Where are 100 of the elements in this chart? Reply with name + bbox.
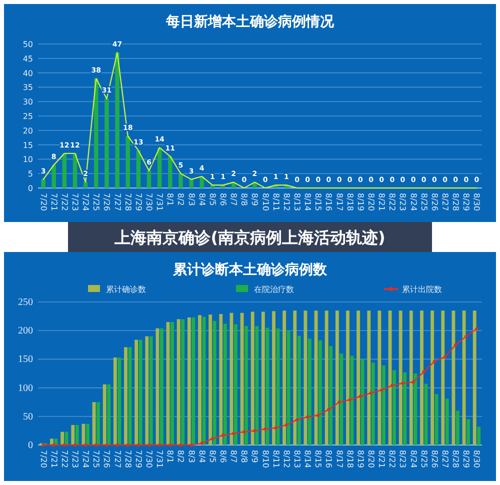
x-tick-label: 8/30: [472, 193, 482, 211]
bar: [230, 312, 234, 445]
point: [338, 400, 341, 404]
point: [464, 334, 468, 338]
text: 上海南京确诊(南京病例上海活动轨迹): [114, 228, 386, 247]
point: [158, 443, 162, 447]
bar: [83, 182, 88, 188]
bar: [308, 338, 312, 445]
bar: [477, 426, 481, 445]
point: [390, 384, 394, 388]
bar: [146, 170, 152, 188]
x-tick-label: 7/23: [70, 193, 80, 211]
x-tick-label: 8/27: [440, 193, 450, 211]
bar: [136, 150, 141, 188]
x-tick-label: 7/21: [49, 193, 58, 211]
x-tick-label: 8/25: [419, 450, 428, 468]
y-tick-label: 200: [18, 326, 33, 337]
x-tick-label: 8/24: [408, 450, 418, 468]
point: [210, 437, 214, 440]
bar: [124, 347, 128, 445]
point: [412, 380, 415, 384]
x-tick-label: 8/28: [451, 193, 460, 211]
bar: [219, 314, 223, 445]
y-tick-label: 0: [28, 440, 33, 451]
bar: [160, 328, 164, 445]
y-tick-label: 45: [22, 54, 33, 64]
x-tick-label: 7/29: [134, 193, 143, 211]
x-tick-label: 8/21: [377, 450, 386, 468]
bar: [329, 346, 333, 445]
point: [358, 394, 362, 398]
point: [306, 415, 310, 419]
y-tick-label: 40: [22, 68, 33, 78]
point: [168, 443, 172, 447]
x-tick-label: 8/13: [292, 193, 302, 211]
point: [179, 443, 182, 447]
point: [454, 343, 458, 346]
bar: [64, 432, 68, 445]
x-tick-label: 8/26: [430, 450, 439, 468]
bar: [138, 340, 142, 445]
y-tick-label: 100: [18, 382, 33, 394]
bar: [102, 384, 106, 445]
x-tick-label: 8/1: [166, 193, 175, 206]
bar: [409, 310, 413, 445]
bar: [430, 310, 434, 445]
bar: [356, 310, 360, 445]
bar: [244, 326, 248, 445]
bar: [170, 322, 174, 445]
x-tick-label: 8/2: [176, 450, 186, 463]
bar: [445, 398, 449, 445]
point: [126, 443, 130, 447]
bar: [255, 326, 259, 445]
x-tick-label: 8/11: [271, 193, 280, 211]
x-tick-label: 8/30: [472, 450, 482, 468]
bar: [41, 179, 46, 188]
point: [475, 327, 478, 330]
x-tick-label: 8/12: [282, 193, 291, 211]
bar: [60, 432, 64, 445]
bar: [115, 52, 120, 188]
point: [105, 443, 108, 447]
x-tick-label: 7/31: [155, 450, 164, 468]
x-tick-label: 7/24: [81, 193, 90, 211]
point: [200, 442, 204, 445]
y-tick-label: 0: [28, 184, 33, 193]
bar: [118, 357, 122, 445]
x-tick-label: 8/7: [229, 450, 238, 463]
x-tick-label: 7/30: [144, 450, 154, 468]
bar: [297, 336, 301, 445]
point: [432, 360, 436, 364]
bar: [382, 365, 386, 445]
x-tick-label: 7/26: [102, 450, 112, 468]
x-tick-label: 8/20: [366, 193, 376, 211]
bar: [452, 310, 456, 445]
point: [253, 429, 256, 432]
x-tick-label: 8/6: [218, 450, 228, 463]
x-tick-label: 8/9: [250, 450, 260, 463]
y-tick-label: 25: [22, 112, 33, 121]
point: [327, 408, 330, 412]
x-tick-label: 8/17: [334, 450, 344, 468]
x-tick-label: 7/27: [112, 193, 122, 211]
y-tick-label: 35: [22, 83, 33, 92]
bar: [360, 359, 364, 445]
x-tick-label: 8/14: [303, 193, 312, 211]
x-tick-label: 8/12: [282, 450, 291, 468]
bar: [304, 310, 308, 445]
x-tick-label: 8/1: [166, 450, 175, 463]
x-tick-label: 7/23: [70, 450, 80, 468]
bar: [62, 153, 67, 188]
y-tick-label: 150: [18, 354, 33, 366]
bar: [378, 310, 382, 445]
x-tick-label: 8/4: [197, 450, 206, 463]
y-tick-label: 20: [22, 126, 33, 136]
x-tick-label: 8/22: [388, 450, 397, 468]
x-tick-label: 8/10: [260, 450, 270, 468]
x-tick-label: 7/22: [60, 450, 69, 468]
x-tick-label: 7/22: [60, 193, 69, 211]
x-tick-label: 7/20: [38, 450, 48, 468]
x-tick-label: 8/27: [440, 450, 450, 468]
point: [295, 418, 299, 422]
x-tick-label: 8/25: [419, 193, 428, 211]
x-tick-label: 8/14: [303, 450, 312, 468]
